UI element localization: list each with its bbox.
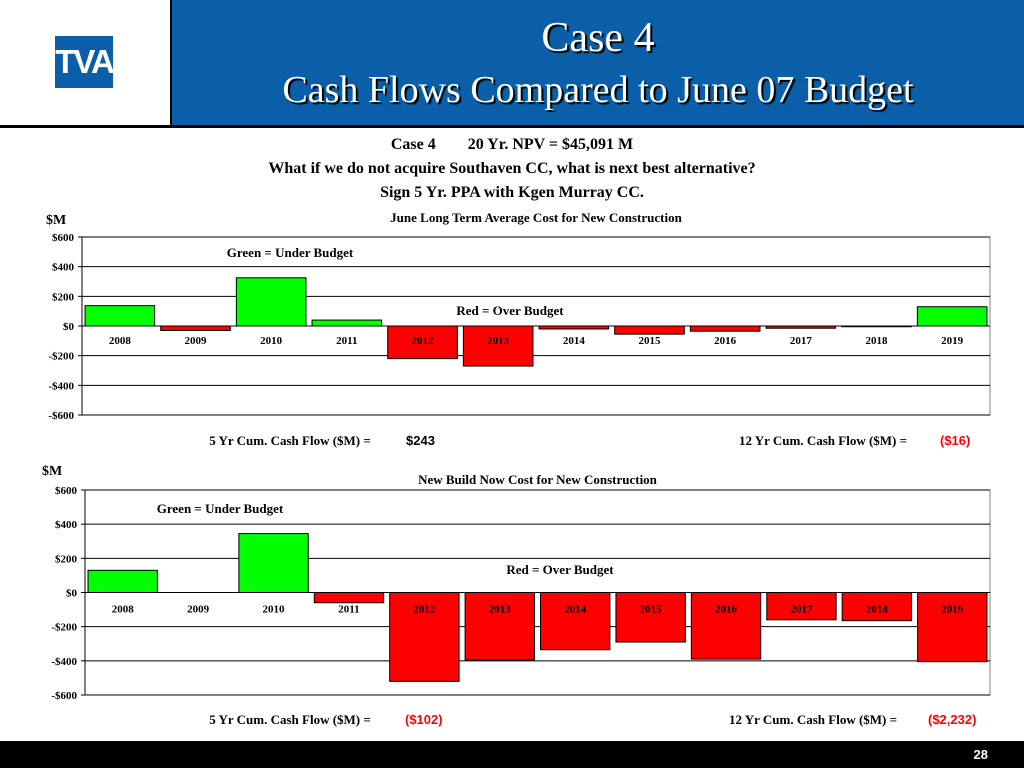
x-tick-label: 2012 — [413, 604, 436, 616]
y-tick-label: $0 — [66, 588, 78, 600]
x-tick-label: 2014 — [564, 604, 587, 616]
y-axis-label: $M — [46, 213, 66, 228]
x-tick-label: 2011 — [338, 604, 359, 616]
y-tick-label: $200 — [52, 291, 75, 303]
chart-title: June Long Term Average Cost for New Cons… — [390, 210, 682, 225]
bar-2015 — [615, 592, 686, 643]
logo-panel: TVA — [0, 0, 172, 125]
x-tick-label: 2013 — [487, 335, 510, 347]
bar-2015 — [614, 325, 685, 335]
x-tick-label: 2017 — [790, 335, 813, 347]
y-tick-label: $400 — [55, 519, 78, 531]
y-tick-label: $400 — [52, 262, 75, 274]
over-budget-annotation: Red = Over Budget — [456, 303, 564, 318]
slide-title: Case 4 — [541, 15, 655, 61]
y-tick-label: -$200 — [51, 622, 77, 634]
x-tick-label: 2015 — [639, 335, 662, 347]
x-tick-label: 2012 — [412, 335, 435, 347]
bar-2012 — [389, 592, 460, 682]
y-axis-label: $M — [42, 464, 62, 479]
cum5-value: ($102) — [405, 712, 443, 727]
bar-2008 — [87, 569, 158, 594]
page-number: 28 — [973, 747, 988, 762]
npv-line: Case 4 20 Yr. NPV = $45,091 M — [390, 136, 634, 153]
y-tick-label: $0 — [63, 321, 75, 333]
bar-2019 — [917, 592, 988, 663]
y-tick-label: -$600 — [51, 690, 77, 702]
chart-title: New Build Now Cost for New Construction — [418, 472, 658, 487]
cum12-value: ($16) — [940, 433, 970, 448]
y-tick-label: -$600 — [48, 410, 74, 422]
cum5-label: 5 Yr Cum. Cash Flow ($M) = — [209, 712, 371, 727]
y-tick-label: $600 — [55, 485, 78, 497]
bar-2018 — [841, 592, 913, 622]
bar-2014 — [540, 592, 611, 651]
bar-2010 — [235, 277, 307, 327]
bar-2011 — [313, 592, 385, 604]
charts-canvas: $600 $400 $200 $0 -$200 -$400 -$600 $M June Long… — [42, 210, 991, 727]
x-tick-label: 2018 — [866, 335, 889, 347]
bar-2012 — [387, 325, 458, 360]
under-budget-annotation: Green = Under Budget — [157, 501, 284, 516]
x-tick-label: 2009 — [187, 604, 210, 616]
x-tick-label: 2017 — [790, 604, 813, 616]
question-line: What if we do not acquire Southaven CC, … — [268, 160, 756, 177]
bar-2013 — [464, 592, 535, 661]
under-budget-annotation: Green = Under Budget — [227, 245, 354, 260]
bar-2019 — [916, 306, 988, 327]
x-tick-label: 2018 — [866, 604, 889, 616]
bar-2017 — [766, 592, 837, 621]
x-tick-label: 2010 — [263, 604, 286, 616]
x-tick-label: 2013 — [489, 604, 512, 616]
bar-2016 — [689, 325, 761, 332]
x-tick-label: 2008 — [112, 604, 135, 616]
bar-2017 — [765, 325, 837, 329]
x-tick-label: 2010 — [260, 335, 283, 347]
bar-2009 — [160, 325, 231, 331]
y-tick-label: $600 — [52, 232, 75, 244]
x-tick-label: 2009 — [185, 335, 208, 347]
slide-subtitle: Cash Flows Compared to June 07 Budget — [282, 69, 914, 111]
cum5-label: 5 Yr Cum. Cash Flow ($M) = — [209, 433, 371, 448]
y-tick-label: -$200 — [48, 351, 74, 363]
x-tick-label: 2014 — [563, 335, 586, 347]
over-budget-annotation: Red = Over Budget — [506, 562, 614, 577]
bar-2018 — [841, 325, 912, 328]
cum12-label: 12 Yr Cum. Cash Flow ($M) = — [739, 433, 907, 448]
y-tick-label: $200 — [55, 553, 78, 565]
x-tick-label: 2011 — [336, 335, 357, 347]
cum12-value: ($2,232) — [928, 712, 976, 727]
footer-bar: 28 — [0, 741, 1024, 768]
cum12-label: 12 Yr Cum. Cash Flow ($M) = — [729, 712, 897, 727]
cum5-value: $243 — [406, 433, 435, 448]
title-banner: Case 4 Cash Flows Compared to June 07 Bu… — [172, 0, 1024, 125]
x-tick-label: 2016 — [714, 335, 737, 347]
bar-2016 — [690, 592, 762, 660]
bar-2014 — [538, 325, 610, 330]
x-tick-label: 2016 — [715, 604, 738, 616]
header-divider — [0, 125, 1024, 128]
y-tick-label: -$400 — [48, 380, 74, 392]
bar-2010 — [238, 533, 309, 593]
x-tick-label: 2008 — [109, 335, 132, 347]
bar-2008 — [84, 305, 156, 327]
x-tick-label: 2019 — [941, 604, 964, 616]
bar-2011 — [311, 319, 383, 327]
tva-logo: TVA — [55, 36, 115, 88]
x-tick-label: 2015 — [640, 604, 663, 616]
y-tick-label: -$400 — [51, 656, 77, 668]
x-tick-label: 2019 — [941, 335, 964, 347]
ppa-line: Sign 5 Yr. PPA with Kgen Murray CC. — [380, 184, 644, 201]
bar-2013 — [462, 325, 534, 367]
